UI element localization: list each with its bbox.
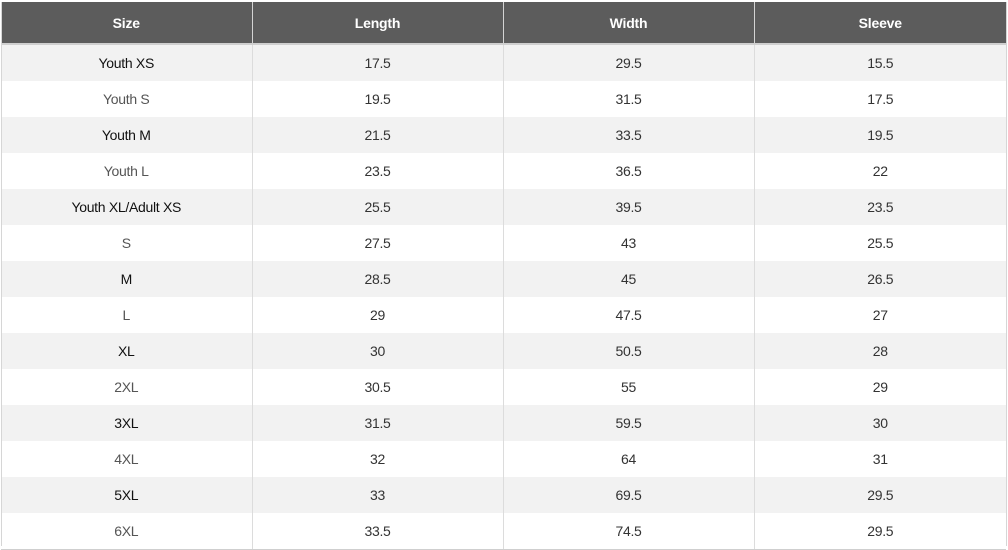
size-cell: XL <box>1 333 253 369</box>
size-cell: M <box>1 261 253 297</box>
table-row: Youth S 19.5 31.5 17.5 <box>1 81 1006 117</box>
table-row: 4XL 32 64 31 <box>1 441 1006 477</box>
width-cell: 64 <box>503 441 755 477</box>
sleeve-cell: 22 <box>754 153 1006 189</box>
width-cell: 50.5 <box>503 333 755 369</box>
table-row: 6XL 33.5 74.5 29.5 <box>1 513 1006 550</box>
sleeve-cell: 19.5 <box>754 117 1006 153</box>
size-cell: Youth L <box>1 153 253 189</box>
length-cell: 30 <box>252 333 504 369</box>
sleeve-cell: 26.5 <box>754 261 1006 297</box>
table-row: Youth L 23.5 36.5 22 <box>1 153 1006 189</box>
width-cell: 36.5 <box>503 153 755 189</box>
table-row: M 28.5 45 26.5 <box>1 261 1006 297</box>
sleeve-cell: 17.5 <box>754 81 1006 117</box>
size-cell: S <box>1 225 253 261</box>
size-cell: Youth XS <box>1 44 253 81</box>
table-row: L 29 47.5 27 <box>1 297 1006 333</box>
size-cell: 6XL <box>1 513 253 550</box>
table-row: 2XL 30.5 55 29 <box>1 369 1006 405</box>
length-cell: 21.5 <box>252 117 504 153</box>
header-length: Length <box>252 2 504 45</box>
length-cell: 29 <box>252 297 504 333</box>
length-cell: 33.5 <box>252 513 504 550</box>
width-cell: 69.5 <box>503 477 755 513</box>
sleeve-cell: 29.5 <box>754 513 1006 550</box>
sleeve-cell: 28 <box>754 333 1006 369</box>
width-cell: 47.5 <box>503 297 755 333</box>
size-cell: 2XL <box>1 369 253 405</box>
table-row: Youth XL/Adult XS 25.5 39.5 23.5 <box>1 189 1006 225</box>
size-cell: 3XL <box>1 405 253 441</box>
table-row: 5XL 33 69.5 29.5 <box>1 477 1006 513</box>
sleeve-cell: 29 <box>754 369 1006 405</box>
length-cell: 31.5 <box>252 405 504 441</box>
sleeve-cell: 29.5 <box>754 477 1006 513</box>
width-cell: 39.5 <box>503 189 755 225</box>
length-cell: 30.5 <box>252 369 504 405</box>
width-cell: 31.5 <box>503 81 755 117</box>
sleeve-cell: 15.5 <box>754 44 1006 81</box>
length-cell: 19.5 <box>252 81 504 117</box>
table-row: XL 30 50.5 28 <box>1 333 1006 369</box>
width-cell: 43 <box>503 225 755 261</box>
length-cell: 28.5 <box>252 261 504 297</box>
sleeve-cell: 30 <box>754 405 1006 441</box>
table-row: Youth M 21.5 33.5 19.5 <box>1 117 1006 153</box>
table-row: Youth XS 17.5 29.5 15.5 <box>1 44 1006 81</box>
width-cell: 33.5 <box>503 117 755 153</box>
width-cell: 59.5 <box>503 405 755 441</box>
size-cell: 4XL <box>1 441 253 477</box>
size-cell: Youth M <box>1 117 253 153</box>
table-body: Youth XS 17.5 29.5 15.5 Youth S 19.5 31.5 17.5 Y… <box>1 44 1006 550</box>
width-cell: 55 <box>503 369 755 405</box>
width-cell: 74.5 <box>503 513 755 550</box>
header-size: Size <box>1 2 253 45</box>
length-cell: 33 <box>252 477 504 513</box>
width-cell: 45 <box>503 261 755 297</box>
size-cell: Youth XL/Adult XS <box>1 189 253 225</box>
header-row: Size Length Width Sleeve <box>1 2 1006 45</box>
size-cell: Youth S <box>1 81 253 117</box>
width-cell: 29.5 <box>503 44 755 81</box>
table-row: 3XL 31.5 59.5 30 <box>1 405 1006 441</box>
length-cell: 23.5 <box>252 153 504 189</box>
header-sleeve: Sleeve <box>754 2 1006 45</box>
header-width: Width <box>503 2 755 45</box>
table-row: S 27.5 43 25.5 <box>1 225 1006 261</box>
sleeve-cell: 23.5 <box>754 189 1006 225</box>
size-cell: 5XL <box>1 477 253 513</box>
table-header: Size Length Width Sleeve <box>1 2 1006 45</box>
length-cell: 25.5 <box>252 189 504 225</box>
length-cell: 32 <box>252 441 504 477</box>
sleeve-cell: 31 <box>754 441 1006 477</box>
length-cell: 27.5 <box>252 225 504 261</box>
length-cell: 17.5 <box>252 44 504 81</box>
sleeve-cell: 25.5 <box>754 225 1006 261</box>
size-cell: L <box>1 297 253 333</box>
sleeve-cell: 27 <box>754 297 1006 333</box>
